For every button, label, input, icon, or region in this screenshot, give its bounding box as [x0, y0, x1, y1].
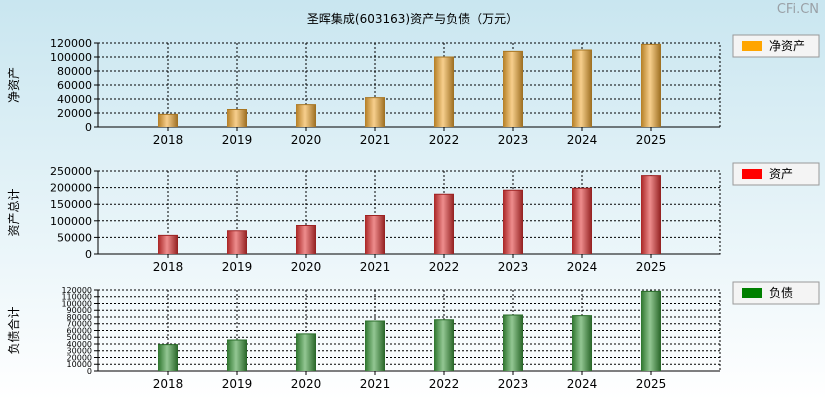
bar-2024: [572, 188, 592, 254]
legend-swatch: [742, 169, 762, 179]
y-tick-label: 60000: [67, 326, 92, 335]
x-tick-label: 2019: [222, 133, 253, 147]
legend-label: 负债: [769, 286, 793, 300]
x-tick-label: 2022: [429, 133, 460, 147]
y-tick-label: 60000: [57, 79, 92, 92]
y-tick-label: 100000: [61, 299, 92, 308]
y-tick-label: 90000: [67, 306, 92, 315]
x-tick-label: 2018: [153, 377, 184, 391]
y-tick-label: 70000: [67, 320, 92, 329]
bar-2022: [434, 319, 454, 371]
y-tick-label: 100000: [50, 51, 92, 64]
y-tick-label: 20000: [67, 353, 92, 362]
y-tick-label: 250000: [50, 165, 92, 178]
x-tick-label: 2022: [429, 260, 460, 274]
y-tick-label: 40000: [57, 93, 92, 106]
bar-2024: [572, 315, 592, 371]
bar-2018: [158, 235, 178, 254]
y-tick-label: 0: [85, 248, 92, 261]
legend-box: [732, 281, 820, 305]
x-tick-label: 2022: [429, 377, 460, 391]
x-tick-label: 2021: [360, 377, 391, 391]
bar-2025: [641, 291, 661, 371]
y-axis-label: 净资产: [7, 67, 21, 103]
y-axis-label: 资产总计: [7, 188, 21, 236]
bar-2021: [365, 97, 385, 127]
x-tick-label: 2021: [360, 260, 391, 274]
y-tick-label: 30000: [67, 347, 92, 356]
x-tick-label: 2020: [291, 133, 322, 147]
x-tick-label: 2025: [636, 377, 667, 391]
y-tick-label: 10000: [67, 360, 92, 369]
bar-2025: [641, 175, 661, 254]
watermark: CFi.CN: [776, 2, 819, 17]
bar-2019: [227, 230, 247, 254]
x-tick-label: 2020: [291, 260, 322, 274]
x-tick-label: 2019: [222, 260, 253, 274]
y-tick-label: 50000: [57, 231, 92, 244]
bar-2021: [365, 321, 385, 371]
chart-panel-2: 0 50000 100000 150000 200000 250000 2018 2019 20…: [7, 162, 820, 274]
plot-frame: [97, 170, 721, 255]
x-tick-label: 2024: [567, 133, 598, 147]
y-axis-label: 负债合计: [6, 306, 21, 354]
y-tick-label: 0: [87, 367, 92, 376]
bar-2018: [158, 114, 178, 127]
bar-2023: [503, 190, 523, 254]
legend-box: [732, 162, 820, 186]
bar-2024: [572, 50, 592, 127]
y-tick-label: 20000: [57, 107, 92, 120]
y-tick-label: 110000: [61, 293, 92, 302]
legend-swatch: [742, 288, 762, 298]
legend-box: [732, 34, 820, 58]
bar-2020: [296, 225, 316, 254]
x-tick-label: 2020: [291, 377, 322, 391]
bar-2019: [227, 339, 247, 371]
x-tick-label: 2024: [567, 260, 598, 274]
y-tick-label: 120000: [50, 37, 92, 50]
x-tick-label: 2025: [636, 133, 667, 147]
x-tick-label: 2018: [153, 133, 184, 147]
bar-2018: [158, 344, 178, 371]
bar-2020: [296, 104, 316, 127]
bar-2021: [365, 215, 385, 254]
y-tick-label: 200000: [50, 182, 92, 195]
legend-label: 净资产: [769, 39, 805, 53]
chart-panel-3: 0100002000030000400005000060000700008000…: [6, 281, 820, 391]
x-tick-label: 2023: [498, 377, 529, 391]
y-tick-label: 40000: [67, 340, 92, 349]
y-tick-label: 50000: [67, 333, 92, 342]
x-tick-label: 2024: [567, 377, 598, 391]
y-tick-label: 100000: [50, 215, 92, 228]
x-tick-label: 2023: [498, 260, 529, 274]
bar-2019: [227, 109, 247, 127]
x-tick-label: 2021: [360, 133, 391, 147]
bar-2020: [296, 333, 316, 371]
x-tick-label: 2019: [222, 377, 253, 391]
bar-2025: [641, 44, 661, 127]
chart-title: 圣晖集成(603163)资产与负债（万元）: [306, 12, 519, 26]
legend-swatch: [742, 41, 762, 51]
x-tick-label: 2018: [153, 260, 184, 274]
bar-2022: [434, 194, 454, 254]
x-tick-label: 2023: [498, 133, 529, 147]
legend-label: 资产: [769, 167, 793, 181]
y-tick-label: 150000: [50, 198, 92, 211]
bar-2023: [503, 314, 523, 371]
y-tick-label: 120000: [61, 286, 92, 295]
bar-2022: [434, 57, 454, 127]
y-tick-label: 0: [85, 121, 92, 134]
bar-2023: [503, 51, 523, 127]
y-tick-label: 80000: [57, 65, 92, 78]
y-tick-label: 80000: [67, 313, 92, 322]
x-tick-label: 2025: [636, 260, 667, 274]
